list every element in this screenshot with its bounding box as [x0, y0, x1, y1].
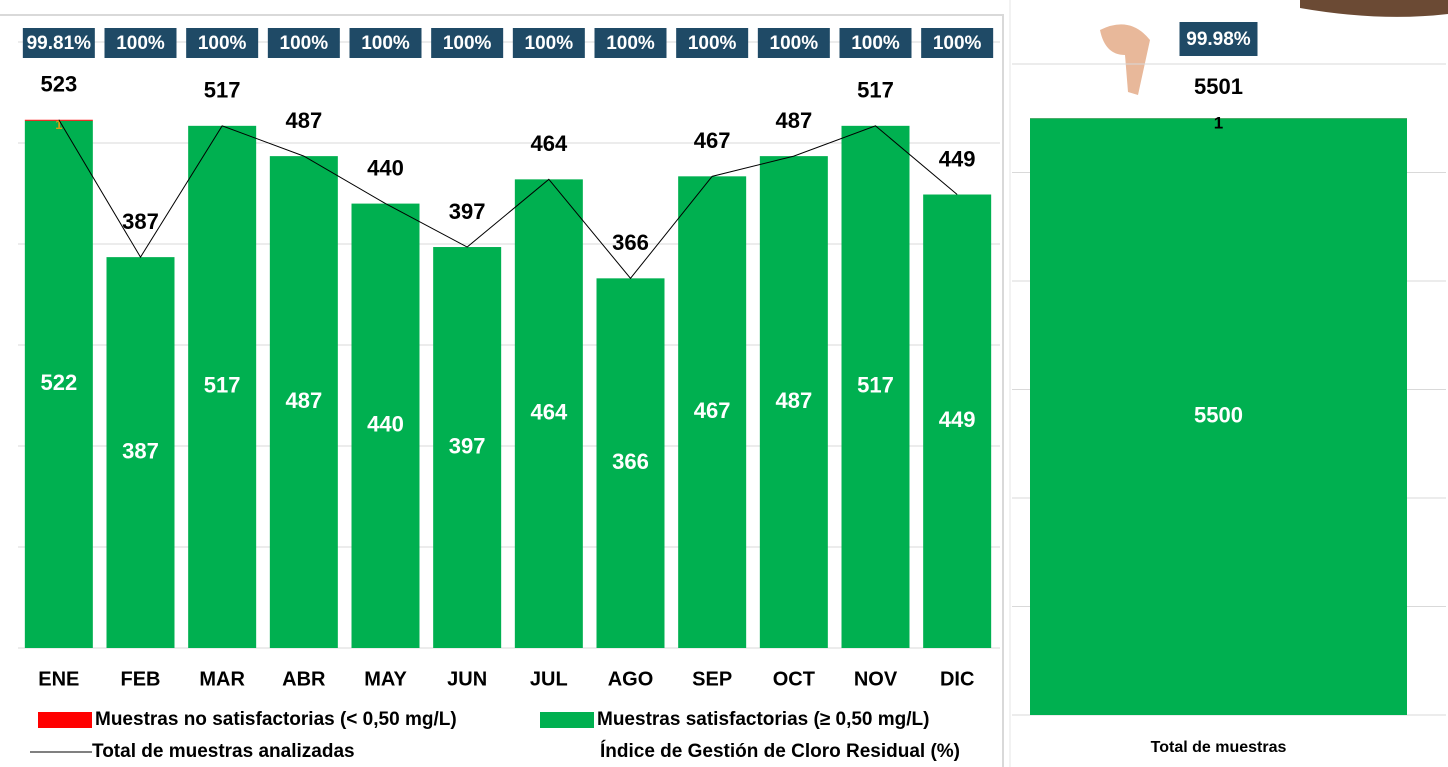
legend-label: Total de muestras analizadas: [92, 741, 355, 762]
bar-value-label: 366: [612, 449, 649, 474]
bar-value-label: 517: [857, 373, 894, 398]
index-label: 100%: [770, 33, 819, 54]
index-label: 100%: [851, 33, 900, 54]
index-label: 99.98%: [1186, 29, 1251, 50]
index-box: [512, 28, 585, 58]
total-label: 440: [367, 155, 404, 180]
bar-satisfactory: [678, 176, 747, 648]
bar-satisfactory: [514, 179, 583, 649]
index-box: [1179, 22, 1258, 56]
bar-satisfactory: [351, 203, 420, 648]
bar-value-label: 387: [122, 438, 159, 463]
x-tick-label: AGO: [608, 668, 654, 690]
total-label: 366: [612, 230, 649, 255]
x-tick-label: MAY: [364, 668, 407, 690]
x-tick-label: Total de muestras: [1151, 739, 1287, 756]
bar-value-label: 449: [939, 407, 976, 432]
bar-satisfactory: [759, 156, 828, 648]
bar-satisfactory: [923, 194, 992, 648]
total-label: 487: [775, 108, 812, 133]
total-label: 387: [122, 209, 159, 234]
bar-value-label: 464: [530, 399, 567, 424]
total-label: 517: [204, 78, 241, 103]
index-label: 100%: [361, 33, 410, 54]
hand-decoration: [1100, 24, 1150, 95]
index-box: [186, 28, 259, 58]
index-box: [839, 28, 912, 58]
bar-value-label: 517: [204, 373, 241, 398]
x-tick-label: MAR: [199, 668, 245, 690]
index-label: 100%: [933, 33, 982, 54]
total-label: 487: [285, 108, 322, 133]
total-label: 449: [939, 146, 976, 171]
legend-label: Índice de Gestión de Cloro Residual (%): [600, 740, 960, 762]
index-box: [267, 28, 340, 58]
total-line: [58, 119, 958, 280]
total-label: 464: [530, 131, 567, 156]
index-box: [921, 28, 994, 58]
index-label: 100%: [688, 33, 737, 54]
left-panel-frame: [0, 14, 1004, 767]
photo-decoration: [1300, 0, 1448, 17]
index-label: 100%: [198, 33, 247, 54]
x-tick-label: JUL: [530, 668, 568, 690]
index-box: [349, 28, 422, 58]
bar-value-label: 487: [285, 388, 322, 413]
bar-satisfactory: [188, 125, 257, 648]
legend-label: Muestras satisfactorias (≥ 0,50 mg/L): [597, 709, 930, 730]
total-label: 5501: [1194, 74, 1243, 99]
x-tick-label: NOV: [854, 668, 898, 690]
unsatisfactory-value-label: 1: [55, 117, 62, 132]
total-label: 523: [40, 72, 77, 97]
x-tick-label: ENE: [38, 668, 79, 690]
index-label: 100%: [525, 33, 574, 54]
total-label: 517: [857, 78, 894, 103]
bar-satisfactory: [433, 247, 502, 648]
index-label: 100%: [443, 33, 492, 54]
index-box: [431, 28, 504, 58]
index-label: 100%: [606, 33, 655, 54]
legend-label: Muestras no satisfactorias (< 0,50 mg/L): [95, 709, 457, 730]
bar-satisfactory: [596, 278, 665, 648]
bar-satisfactory: [269, 156, 338, 648]
bar-value-label: 467: [694, 398, 731, 423]
bar-value-label: 5500: [1194, 402, 1243, 427]
index-label: 100%: [116, 33, 165, 54]
x-tick-label: SEP: [692, 668, 732, 690]
index-box: [104, 28, 177, 58]
index-label: 99.81%: [27, 33, 92, 54]
bar-satisfactory: [1030, 118, 1407, 715]
bar-satisfactory: [24, 120, 93, 648]
x-tick-label: DIC: [940, 668, 974, 690]
x-tick-label: ABR: [282, 668, 326, 690]
unsatisfactory-value-label: 1: [1214, 114, 1223, 133]
legend-swatch: [38, 712, 92, 728]
index-box: [676, 28, 749, 58]
bar-value-label: 487: [775, 388, 812, 413]
bar-value-label: 440: [367, 412, 404, 437]
bar-satisfactory: [106, 257, 175, 648]
total-label: 397: [449, 199, 486, 224]
x-tick-label: OCT: [773, 668, 815, 690]
bar-value-label: 522: [40, 370, 77, 395]
legend-swatch: [540, 712, 594, 728]
bar-value-label: 397: [449, 433, 486, 458]
x-tick-label: FEB: [121, 668, 161, 690]
index-box: [594, 28, 667, 58]
index-box: [22, 28, 95, 58]
index-box: [757, 28, 830, 58]
total-label: 467: [694, 128, 731, 153]
bar-satisfactory: [841, 125, 910, 648]
index-label: 100%: [280, 33, 329, 54]
x-tick-label: JUN: [447, 668, 487, 690]
